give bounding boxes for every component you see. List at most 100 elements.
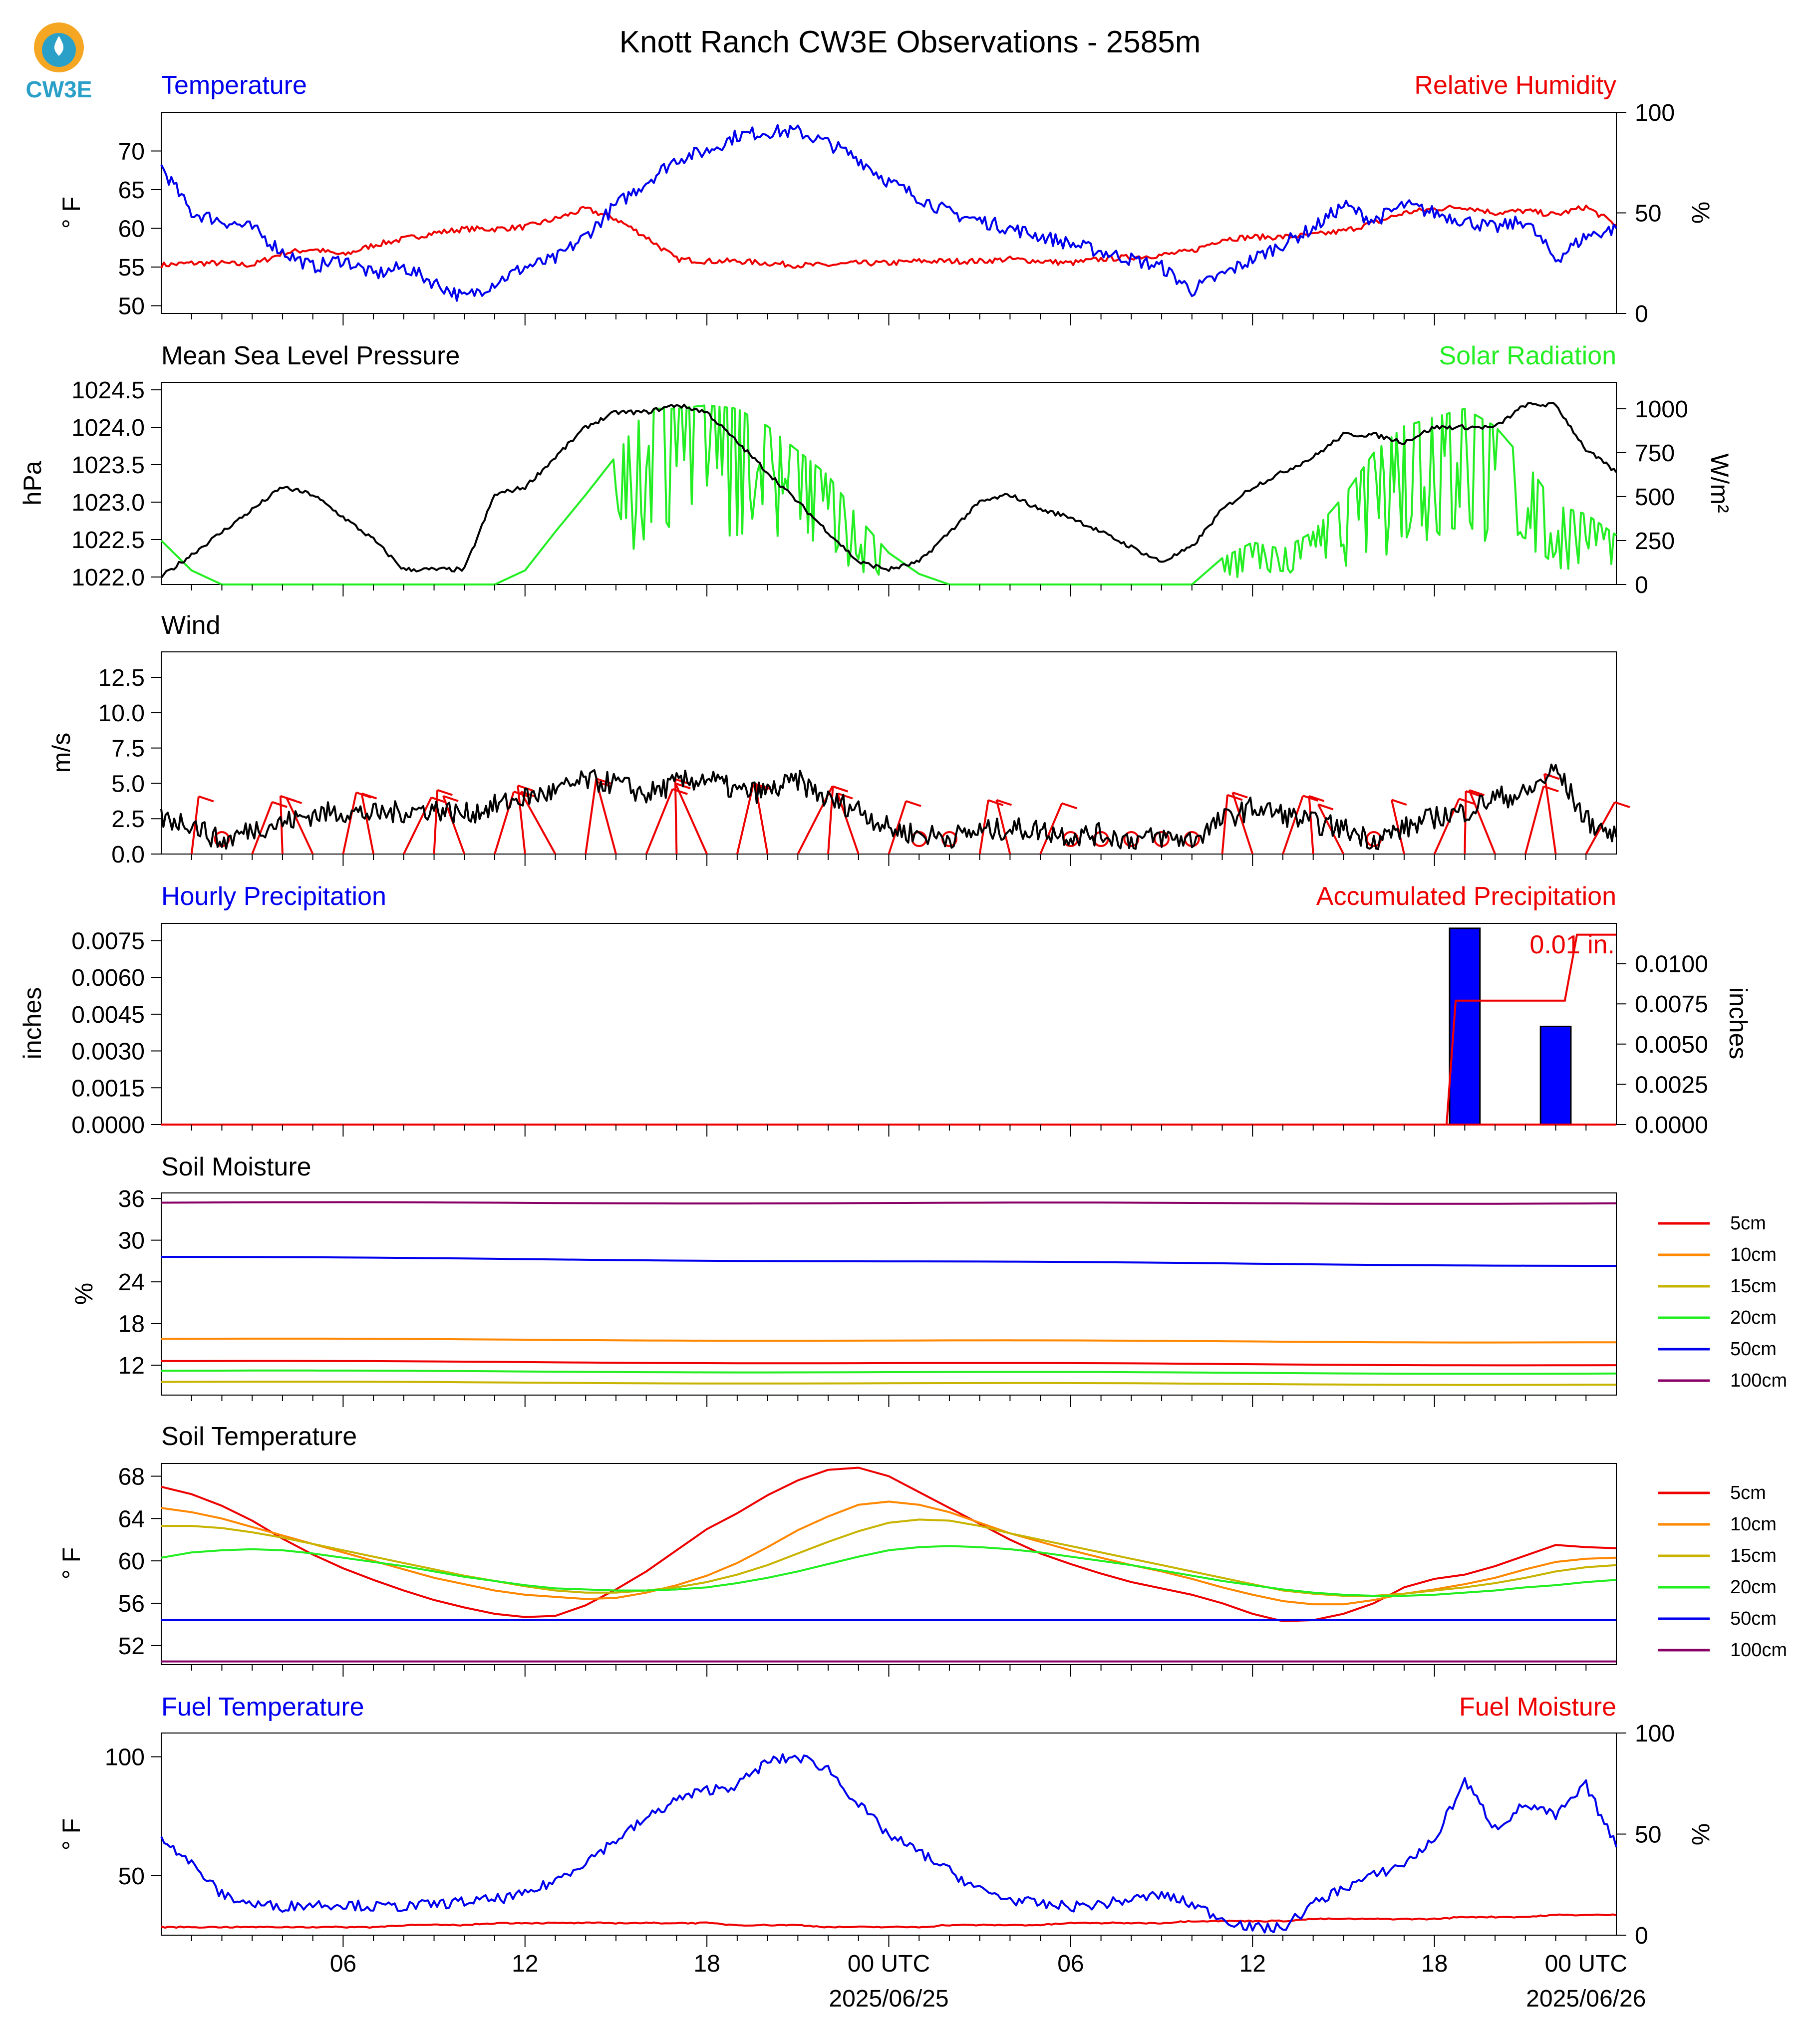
wind-barb-icon <box>433 790 439 855</box>
solar-title: Solar Radiation <box>1439 341 1616 370</box>
wind-barb-icon <box>342 792 357 855</box>
solar-ytick: 500 <box>1635 484 1675 511</box>
wind-barb-icon <box>1468 790 1496 855</box>
wind-barb-flag <box>1469 789 1485 796</box>
x-date-label: 2025/06/25 <box>829 1986 948 2012</box>
temperature-ylabel: ° F <box>57 197 85 229</box>
wind-barb-icon <box>736 784 754 855</box>
soil-moisture-line <box>161 1381 1617 1386</box>
wind-barb-icon <box>251 802 274 855</box>
accum-yaxis: 0.0000 0.0025 0.0050 0.0075 0.0100 <box>1616 951 1708 1139</box>
precip-ytick: 0.0015 <box>71 1075 145 1102</box>
fuel-moisture-line <box>161 1913 1617 1929</box>
precip-ytick: 0.0075 <box>71 928 145 954</box>
humidity-title: Relative Humidity <box>1414 71 1616 100</box>
wind-barb-flag <box>361 792 377 800</box>
wind-barb-flag <box>1308 795 1325 802</box>
soil-moisture-yaxis: 12 18 24 30 36 <box>118 1186 161 1379</box>
fuel-moisture-ytick: 50 <box>1635 1822 1661 1848</box>
fuel-temp-line <box>160 1753 1617 1934</box>
wind-barb-icon <box>517 785 526 855</box>
fuel-moisture-yaxis: 0 50 100 <box>1616 1721 1675 1949</box>
solar-ylabel: W/m² <box>1706 453 1734 513</box>
soil-temp-ytick: 68 <box>118 1464 145 1490</box>
legend-label: 100cm <box>1730 1370 1787 1391</box>
wind-barb-icon <box>596 781 617 855</box>
soil-moisture-line <box>161 1337 1617 1344</box>
x-tick-label: 12 <box>512 1951 538 1977</box>
wind-barb-flag <box>198 795 214 803</box>
panel-wind: Wind m/s 0.0 2.5 5.0 7.5 10.0 12.5 <box>47 611 1630 868</box>
fuel-temp-ytick: 50 <box>118 1863 145 1890</box>
soil-moisture-line <box>161 1256 1617 1267</box>
wind-barb-icon <box>585 778 598 855</box>
pressure-ytick: 1022.5 <box>71 527 145 554</box>
wind-barb-flag <box>1232 791 1248 799</box>
accum-precip-line <box>161 933 1616 1126</box>
solar-ytick: 0 <box>1635 572 1648 598</box>
soil-moisture-ytick: 12 <box>118 1353 145 1379</box>
soil-moisture-line <box>161 1201 1617 1205</box>
accum-ytick: 0.0000 <box>1635 1112 1708 1139</box>
wind-ytick: 0.0 <box>111 842 145 868</box>
wind-barb-flag <box>906 800 921 807</box>
wind-barb-flag <box>996 799 1012 806</box>
soil-temp-ytick: 56 <box>118 1591 145 1617</box>
wind-barb-icon <box>1464 791 1467 855</box>
fuel-temp-ytick: 100 <box>105 1744 145 1771</box>
x-tick-label: 00 UTC <box>848 1951 930 1977</box>
wind-barb-flag <box>1614 801 1630 808</box>
precip-title: Hourly Precipitation <box>161 882 386 911</box>
wind-barb-icon <box>1282 795 1304 855</box>
wind-barb-icon <box>978 800 989 855</box>
wind-barb-icon <box>1433 798 1460 855</box>
pressure-ytick: 1022.0 <box>71 565 145 591</box>
accum-ytick: 0.0100 <box>1635 951 1708 978</box>
soil-temp-ylabel: ° F <box>57 1547 85 1579</box>
wind-yaxis: 0.0 2.5 5.0 7.5 10.0 12.5 <box>98 665 161 868</box>
legend-label: 5cm <box>1730 1482 1766 1503</box>
legend-label: 5cm <box>1730 1213 1766 1234</box>
wind-barb-flag <box>1318 803 1334 811</box>
wind-barb-flag <box>286 797 303 804</box>
accum-annotation: 0.01 in. <box>1529 930 1615 959</box>
temperature-ytick: 50 <box>118 293 145 320</box>
panel-fuel: Fuel Temperature Fuel Moisture ° F % 50 … <box>57 1693 1715 1949</box>
soil-moisture-ytick: 24 <box>118 1269 145 1296</box>
pressure-ytick: 1023.5 <box>71 452 145 479</box>
wind-barb-icon <box>1524 786 1545 855</box>
fuel-moisture-ytick: 100 <box>1635 1721 1675 1747</box>
wind-barb-icon <box>286 798 314 855</box>
solar-ytick: 1000 <box>1635 396 1688 423</box>
fuel-temp-title: Fuel Temperature <box>161 1693 364 1722</box>
wind-barb-icon <box>1317 804 1345 855</box>
temperature-ytick: 65 <box>118 177 145 204</box>
wind-barb-icon <box>1221 795 1228 855</box>
accum-title: Accumulated Precipitation <box>1316 882 1616 911</box>
precip-ytick: 0.0060 <box>71 965 145 991</box>
solar-ytick: 250 <box>1635 528 1675 555</box>
humidity-yaxis: 0 50 100 <box>1616 100 1675 327</box>
legend-label: 10cm <box>1730 1514 1777 1535</box>
pressure-ylabel: hPa <box>18 461 46 505</box>
panel-soil-moisture: Soil Moisture % 12 18 24 30 36 5cm 10cm … <box>70 1153 1787 1396</box>
wind-barb-icon <box>645 789 674 855</box>
panel-soil-temp: Soil Temperature ° F 52 56 60 64 68 5cm … <box>57 1422 1787 1665</box>
wind-ylabel: m/s <box>47 733 75 773</box>
wind-barb-icon <box>674 779 678 855</box>
wind-barb-icon <box>1039 803 1063 855</box>
legend-label: 15cm <box>1730 1545 1777 1566</box>
pressure-ytick: 1024.0 <box>71 415 145 441</box>
fuel-temp-yaxis: 50 100 <box>105 1744 161 1890</box>
soil-moisture-line <box>161 1360 1617 1367</box>
legend-label: 20cm <box>1730 1307 1777 1328</box>
wind-barb-flag <box>988 799 1004 807</box>
wind-barb-flag <box>1061 802 1077 810</box>
fuel-moisture-ylabel: % <box>1687 1823 1715 1845</box>
wind-ytick: 12.5 <box>98 665 145 691</box>
precip-ytick: 0.0000 <box>71 1112 145 1139</box>
temperature-line <box>160 124 1617 302</box>
humidity-ytick: 100 <box>1635 100 1675 126</box>
temperature-ytick: 55 <box>118 255 145 281</box>
temperature-title: Temperature <box>161 71 307 100</box>
